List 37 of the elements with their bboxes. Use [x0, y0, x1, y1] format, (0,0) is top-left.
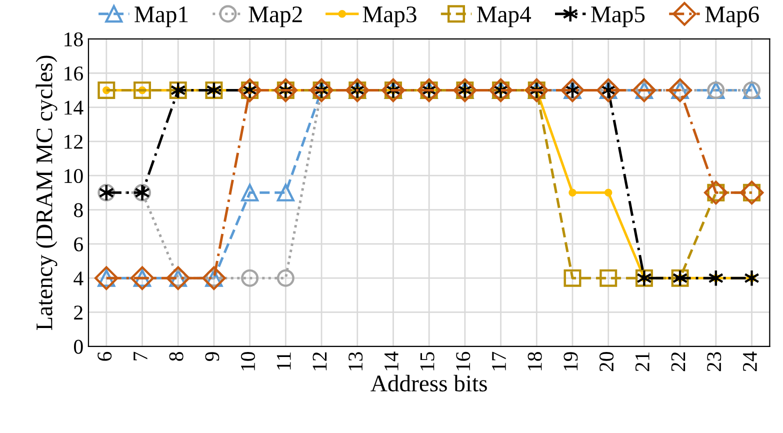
- x-tick-label: 23: [707, 352, 722, 372]
- y-tick-label: 8: [74, 203, 83, 218]
- x-tick-label: 13: [348, 352, 363, 370]
- y-tick-label: 0: [74, 340, 83, 354]
- x-tick-label: 14: [384, 352, 398, 370]
- x-tick-label: 19: [564, 352, 578, 370]
- y-tick-label: 4: [74, 272, 84, 286]
- x-tick-label: 8: [169, 352, 184, 361]
- x-tick-label: 10: [240, 352, 256, 370]
- legend-label: Map5: [591, 6, 645, 28]
- y-tick-label: 12: [64, 134, 82, 149]
- x-tick-label: 7: [134, 352, 148, 360]
- y-axis-title: Latency (DRAM MC cycles): [36, 56, 58, 330]
- legend-label: Map4: [476, 6, 532, 28]
- y-tick-label: 6: [74, 237, 83, 252]
- y-tick-label: 10: [64, 168, 83, 184]
- y-tick-label: 2: [74, 306, 82, 320]
- x-tick-label: 17: [492, 352, 506, 370]
- y-tick-label: 16: [64, 66, 83, 81]
- x-tick-label: 18: [528, 352, 542, 370]
- x-tick-label: 21: [635, 352, 650, 372]
- x-tick-label: 20: [600, 352, 614, 372]
- x-tick-label: 16: [456, 352, 470, 370]
- y-tick-label: 14: [64, 100, 84, 115]
- x-tick-label: 9: [205, 352, 220, 362]
- legend-label: Map3: [362, 6, 416, 28]
- x-tick-label: 12: [312, 352, 327, 370]
- legend-label: Map6: [705, 6, 759, 28]
- legend-label: Map1: [134, 6, 188, 28]
- y-tick-label: 18: [64, 32, 83, 46]
- x-axis-title: Address bits: [370, 374, 487, 392]
- x-tick-label: 22: [671, 352, 686, 372]
- x-tick-label: 6: [98, 352, 112, 361]
- x-tick-label: 15: [420, 352, 434, 370]
- legend-label: Map2: [248, 6, 302, 28]
- x-tick-label: 24: [742, 352, 757, 372]
- x-tick-label: 11: [276, 352, 291, 370]
